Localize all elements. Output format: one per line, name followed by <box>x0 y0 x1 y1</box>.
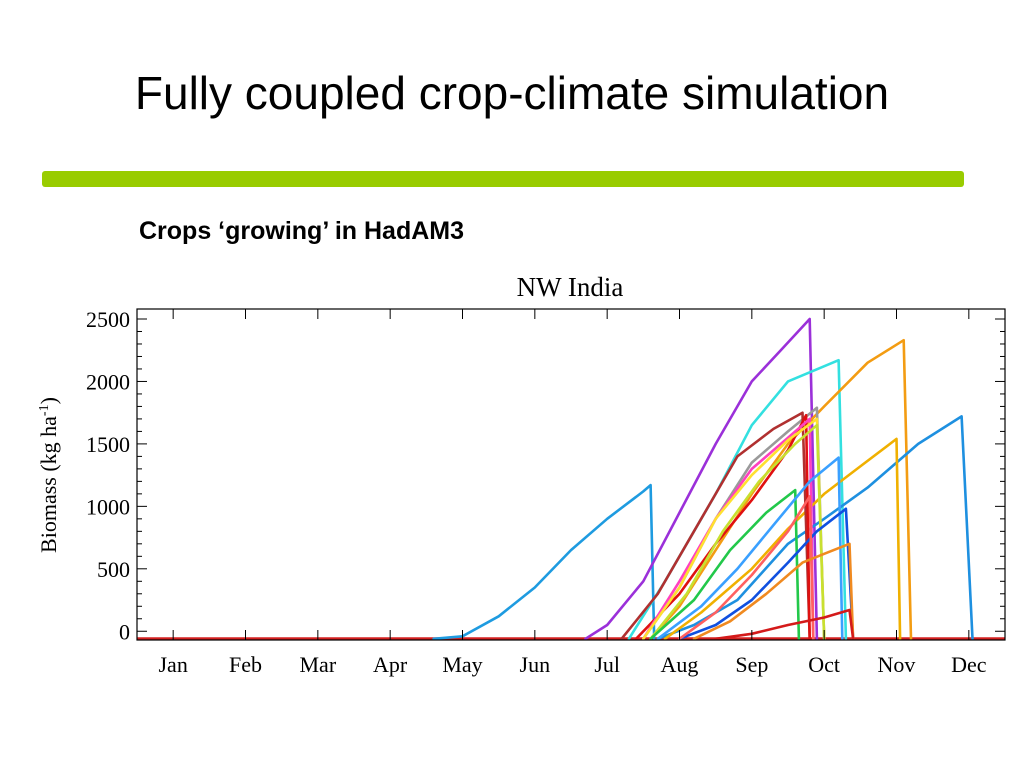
x-tick-label-jul: Jul <box>594 652 620 677</box>
y-tick-label: 1500 <box>86 432 130 457</box>
x-tick-label-dec: Dec <box>951 652 987 677</box>
x-tick-label-sep: Sep <box>735 652 768 677</box>
x-tick-label-aug: Aug <box>661 652 699 677</box>
series-line-2 <box>584 317 819 641</box>
x-tick-label-jan: Jan <box>159 652 188 677</box>
y-tick-label: 1000 <box>86 494 130 519</box>
series-line-8 <box>620 411 812 641</box>
chart-title: NW India <box>517 272 624 302</box>
series-line-12 <box>649 423 826 641</box>
x-tick-label-oct: Oct <box>808 652 840 677</box>
series-line-15 <box>678 507 855 641</box>
series-line-9 <box>634 413 812 641</box>
slide-title: Fully coupled crop-climate simulation <box>134 67 890 119</box>
plot-frame <box>136 308 1006 641</box>
x-tick-label-jun: Jun <box>520 652 551 677</box>
x-tick-label-feb: Feb <box>229 652 262 677</box>
accent-divider-bar <box>42 171 964 187</box>
y-axis-label-superscript: -1 <box>37 404 52 416</box>
axis-layer: 0 500 1000 1500 2000 2500 Jan Feb Mar Apr May Jun Ju… <box>86 307 1006 677</box>
y-tick-label: 0 <box>119 619 130 644</box>
series-line-4 <box>649 338 913 641</box>
y-axis-label-main: Biomass (kg ha <box>36 416 61 553</box>
series-line-17 <box>692 542 855 641</box>
slide-subtitle: Crops ‘growing’ in HadAM3 <box>139 217 465 245</box>
series-line-11 <box>641 417 826 641</box>
series-line-14 <box>656 456 844 641</box>
series-line-1 <box>432 483 656 641</box>
x-tick-label-apr: Apr <box>373 652 408 677</box>
series-line-10 <box>641 417 815 641</box>
y-tick-label: 2000 <box>86 369 130 394</box>
series-line-13 <box>649 488 801 641</box>
y-axis-label: Biomass (kg ha-1) <box>36 397 61 553</box>
y-tick-label: 500 <box>97 557 130 582</box>
y-axis-label-tail: ) <box>36 397 61 404</box>
x-tick-label-may: May <box>442 652 482 677</box>
series-line-18 <box>714 608 855 641</box>
series-line-16 <box>678 495 815 641</box>
x-tick-label-mar: Mar <box>300 652 337 677</box>
x-tick-label-nov: Nov <box>878 652 916 677</box>
y-tick-label: 2500 <box>86 307 130 332</box>
series-layer <box>137 317 1005 641</box>
